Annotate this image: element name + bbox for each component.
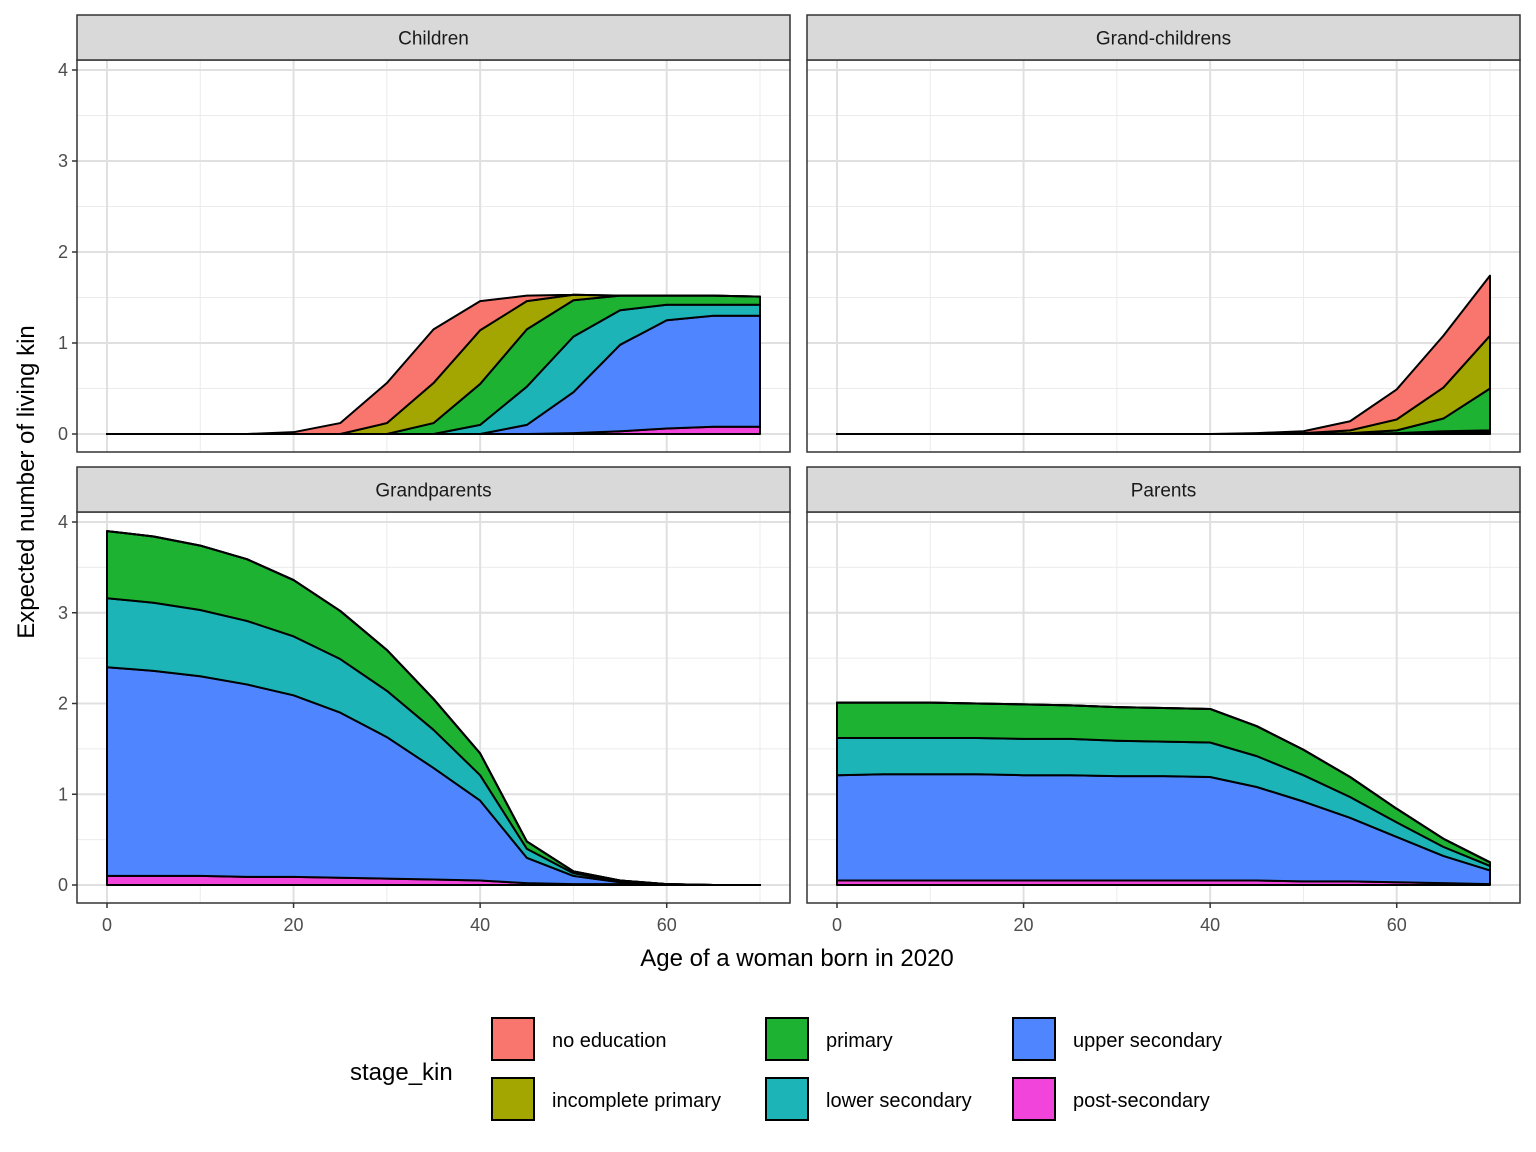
y-tick-label: 2 [58, 242, 68, 262]
legend: stage_kin no education primary upper secon… [350, 1017, 1222, 1121]
y-tick-label: 4 [58, 60, 68, 80]
legend-key-post-secondary [1012, 1077, 1056, 1121]
strip-label: Grandparents [375, 481, 491, 502]
area-layers [106, 293, 761, 435]
strip-label: Grand-childrens [1096, 29, 1231, 50]
y-tick-label: 0 [58, 875, 68, 895]
y-tick-label: 2 [58, 694, 68, 714]
area-no-education [836, 701, 1491, 864]
x-tick-label: 40 [470, 915, 490, 935]
y-tick-label: 0 [58, 424, 68, 444]
y-tick-label: 1 [58, 333, 68, 353]
strip-background [806, 14, 1521, 61]
x-axis-title: Age of a woman born in 2020 [640, 945, 954, 972]
strip-background [76, 14, 791, 61]
legend-key-incomplete-primary [491, 1077, 535, 1121]
legend-key-no-education [491, 1017, 535, 1061]
strip-label: Children [398, 29, 469, 50]
area-layers [106, 530, 761, 886]
legend-label-no-education: no education [552, 1030, 667, 1052]
x-tick-label: 20 [284, 915, 304, 935]
panel-children: Children 0 1 2 3 4 [58, 14, 791, 453]
y-tick-label: 1 [58, 784, 68, 804]
area-layers [836, 274, 1491, 435]
x-tick-label: 60 [1387, 915, 1407, 935]
facet-panels: Children 0 1 2 3 4 Grand-childrens Grandparents… [58, 14, 1521, 935]
strip-background [76, 466, 791, 513]
x-tick-label: 60 [657, 915, 677, 935]
strip-label: Parents [1131, 481, 1196, 502]
legend-key-upper-secondary [1012, 1017, 1056, 1061]
legend-label-incomplete-primary: incomplete primary [552, 1090, 721, 1112]
x-tick-label: 20 [1014, 915, 1034, 935]
panel-grand-childrens: Grand-childrens [806, 14, 1521, 453]
legend-label-primary: primary [826, 1030, 893, 1052]
x-tick-label: 40 [1200, 915, 1220, 935]
area-no-education [836, 274, 1491, 435]
area-no-education [106, 293, 761, 435]
legend-label-upper-secondary: upper secondary [1073, 1030, 1222, 1052]
legend-label-lower-secondary: lower secondary [826, 1090, 972, 1112]
x-tick-label: 0 [832, 915, 842, 935]
legend-label-post-secondary: post-secondary [1073, 1090, 1210, 1112]
y-tick-label: 3 [58, 603, 68, 623]
panel-parents: Parents 0 20 40 60 [806, 466, 1521, 935]
y-tick-label: 4 [58, 512, 68, 532]
legend-key-lower-secondary [765, 1077, 809, 1121]
area-layers [836, 701, 1491, 886]
legend-title: stage_kin [350, 1059, 453, 1086]
y-tick-label: 3 [58, 151, 68, 171]
area-no-education [106, 530, 761, 886]
legend-key-primary [765, 1017, 809, 1061]
strip-background [806, 466, 1521, 513]
y-axis-title: Expected number of living kin [13, 325, 40, 639]
x-tick-label: 0 [102, 915, 112, 935]
